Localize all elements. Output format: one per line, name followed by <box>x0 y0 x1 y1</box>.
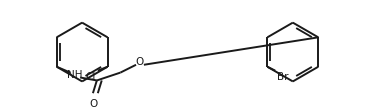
Text: Cl: Cl <box>86 72 96 82</box>
Text: Br: Br <box>277 72 289 82</box>
Text: NH: NH <box>67 70 82 80</box>
Text: O: O <box>136 57 144 67</box>
Text: O: O <box>90 99 98 107</box>
